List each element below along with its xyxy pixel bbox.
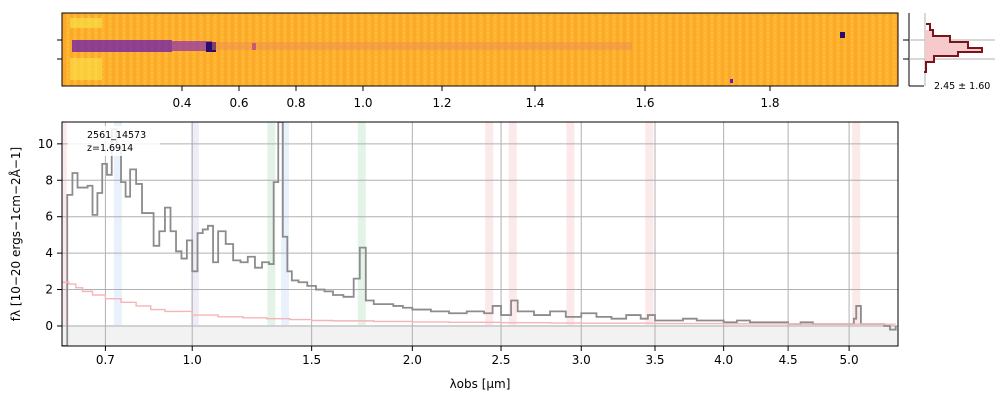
- x-tick-label: 3.0: [572, 353, 591, 367]
- spectrum-2d-edge-noise: [70, 58, 102, 80]
- y-axis-label: fλ [10−20 ergs−1cm−2Å−1]: [8, 147, 23, 321]
- spectrum-2d-tick-label: 1.4: [525, 96, 544, 110]
- spectrum-2d-trace-mid: [172, 41, 212, 51]
- spectrum-2d-tick-label: 1.6: [635, 96, 654, 110]
- spectrum-2d-trace-blue: [72, 40, 172, 52]
- x-tick-label: 1.0: [183, 353, 202, 367]
- spectrum-2d-tick-label: 0.6: [229, 96, 248, 110]
- annotation-box: [68, 126, 160, 156]
- x-axis-ticks: 0.7 1.0 1.5 2.0 2.5 3.0 3.5 4.0 4.5 5.0: [96, 346, 859, 367]
- emission-line-band: [508, 122, 517, 346]
- emission-line-band: [852, 122, 861, 346]
- spectrum-1d-panel: 0.7 1.0 1.5 2.0 2.5 3.0 3.5 4.0 4.5 5.0 0 2 4 6 8 10 2…: [8, 121, 899, 391]
- emission-line-band: [357, 122, 366, 346]
- profile-label: 2.45 ± 1.60: [934, 81, 990, 92]
- spectrum-2d-tick-label: 1.0: [353, 96, 372, 110]
- spectrum-2d-tick-label: 1.8: [760, 96, 779, 110]
- y-tick-label: 2: [45, 283, 53, 297]
- spectrum-2d-trace-red: [212, 42, 632, 50]
- y-tick-label: 8: [45, 173, 53, 187]
- y-tick-label: 6: [45, 210, 53, 224]
- spectrum-2d-x-ticks: 0.4 0.6 0.8 1.0 1.2 1.4 1.6 1.8: [172, 86, 780, 110]
- spectrum-2d-tick-label: 0.4: [172, 96, 191, 110]
- emission-line-band: [190, 122, 199, 346]
- profile-fill: [925, 30, 982, 62]
- spectrum-2d-panel: 0.4 0.6 0.8 1.0 1.2 1.4 1.6 1.8: [57, 12, 899, 110]
- spectrum-2d-tick-label: 0.8: [286, 96, 305, 110]
- y-tick-label: 10: [38, 137, 53, 151]
- x-tick-label: 2.5: [491, 353, 510, 367]
- error-series-line: [62, 281, 896, 325]
- emission-line-band: [566, 122, 575, 346]
- x-tick-label: 4.0: [714, 353, 733, 367]
- x-tick-label: 5.0: [840, 353, 859, 367]
- y-tick-label: 4: [45, 246, 53, 260]
- series-layer: [62, 122, 897, 346]
- x-tick-label: 2.0: [403, 353, 422, 367]
- emission-line-band: [113, 122, 122, 346]
- object-id-label: 2561_14573: [87, 130, 146, 141]
- emission-line-band: [485, 122, 494, 346]
- x-axis-label: λobs [μm]: [450, 377, 511, 391]
- x-tick-label: 0.7: [96, 353, 115, 367]
- emission-line-band: [267, 122, 276, 346]
- redshift-label: z=1.6914: [87, 143, 133, 154]
- y-axis-ticks: 0 2 4 6 8 10: [38, 137, 62, 333]
- spectrum-2d-emission-line: [206, 42, 216, 52]
- emission-line-band: [645, 122, 654, 346]
- spectrum-2d-edge-noise: [70, 18, 102, 28]
- y-tick-label: 0: [45, 319, 53, 333]
- x-tick-label: 4.5: [779, 353, 798, 367]
- x-tick-label: 1.5: [302, 353, 321, 367]
- x-tick-label: 3.5: [645, 353, 664, 367]
- plot-background: [62, 122, 898, 346]
- spectrum-2d-frame: [61, 12, 899, 87]
- negative-flux-shade: [62, 325, 898, 346]
- spectrum-2d-emission-line: [252, 43, 256, 50]
- flux-series-line: [62, 122, 897, 346]
- emission-line-band: [281, 122, 290, 346]
- spectrum-2d-hot-pixel: [730, 79, 733, 83]
- spectrum-2d-hot-pixel: [840, 32, 845, 38]
- emission-line-band: [62, 122, 67, 346]
- spectrum-2d-tick-label: 1.2: [432, 96, 451, 110]
- grid: [62, 122, 898, 346]
- plot-frame: [61, 121, 899, 347]
- profile-panel: 2.45 ± 1.60: [903, 13, 995, 92]
- profile-line: [924, 23, 983, 73]
- emission-line-markers: [62, 122, 861, 346]
